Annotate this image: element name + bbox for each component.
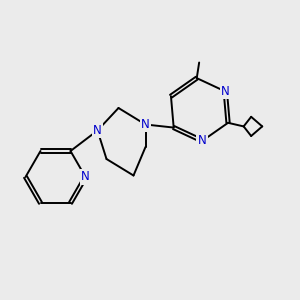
Text: N: N (81, 170, 90, 184)
Text: N: N (198, 134, 207, 147)
Text: N: N (141, 118, 150, 131)
Text: N: N (221, 85, 230, 98)
Text: N: N (93, 124, 102, 137)
